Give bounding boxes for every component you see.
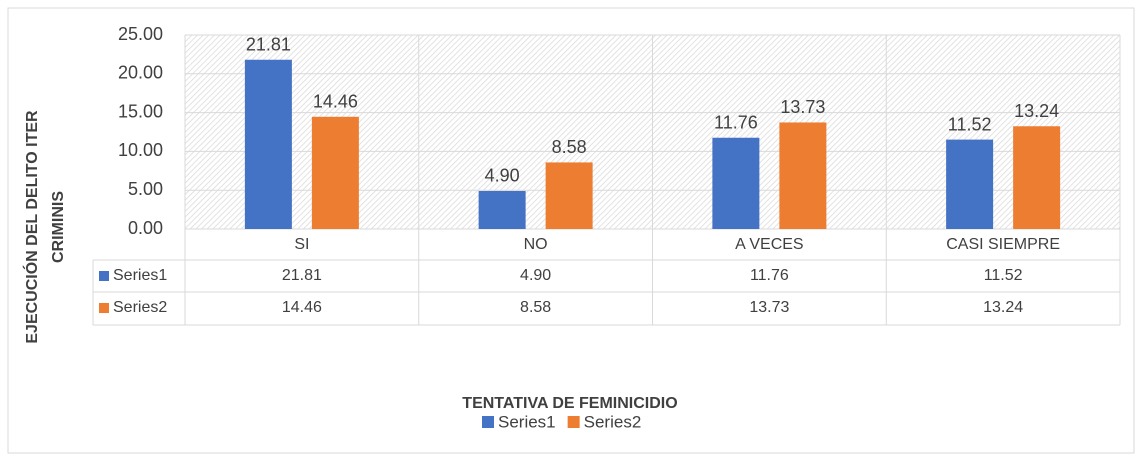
data-label: 13.24 (1014, 101, 1059, 121)
y-axis-title: EJECUCIÓN DEL DELITO ITER CRIMINIS (24, 110, 67, 344)
legend-swatch (482, 416, 494, 428)
y-tick-label: 15.00 (118, 101, 163, 121)
data-label: 13.73 (780, 97, 825, 117)
bar (311, 116, 359, 229)
bar (712, 137, 760, 229)
data-label: 21.81 (246, 35, 291, 55)
x-tick-label: NO (524, 236, 548, 253)
table-row-header: Series1 (113, 267, 167, 284)
legend-label: Series1 (498, 412, 556, 431)
bar (946, 139, 994, 229)
table-cell: 14.46 (282, 299, 322, 316)
bar (244, 59, 292, 230)
y-tick-label: 20.00 (118, 63, 163, 83)
table-cell: 11.76 (750, 267, 789, 284)
y-tick-label: 0.00 (128, 218, 163, 238)
legend-swatch (567, 416, 580, 428)
bar (478, 190, 526, 229)
legend-key (99, 271, 109, 281)
data-label: 11.76 (714, 112, 758, 132)
y-tick-label: 10.00 (118, 140, 163, 160)
table-cell: 4.90 (520, 267, 551, 284)
chart-border (7, 7, 1135, 454)
data-label: 11.52 (948, 114, 992, 134)
data-label: 4.90 (485, 166, 520, 186)
x-tick-label: SI (294, 236, 309, 253)
table-cell: 11.52 (984, 267, 1023, 284)
table-cell: 13.73 (749, 299, 789, 316)
data-label: 14.46 (313, 92, 358, 112)
y-tick-label: 25.00 (118, 24, 163, 44)
legend-label: Series2 (584, 412, 642, 431)
x-axis-title: TENTATIVA DE FEMINICIDIO (462, 395, 677, 412)
y-tick-label: 5.00 (128, 179, 163, 199)
table-row-header: Series2 (113, 299, 167, 316)
bar (545, 162, 593, 229)
data-label: 8.58 (552, 137, 587, 157)
bar (1013, 126, 1061, 229)
table-cell: 13.24 (983, 299, 1023, 316)
legend-key (99, 303, 109, 313)
x-tick-label: A VECES (735, 236, 803, 253)
table-cell: 21.81 (282, 267, 322, 284)
x-tick-label: CASI SIEMPRE (946, 236, 1060, 253)
bar (779, 122, 827, 229)
table-cell: 8.58 (520, 299, 551, 316)
